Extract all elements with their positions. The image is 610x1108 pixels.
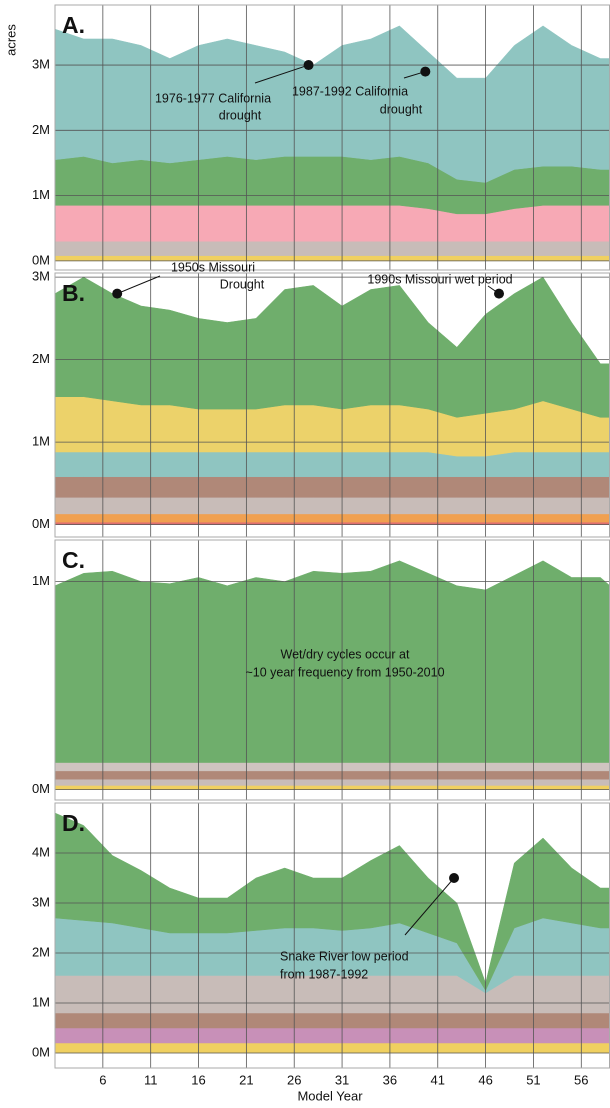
x-tick-label: 6 <box>99 1072 106 1087</box>
annotation-text: 1990s Missouri wet period <box>367 272 512 286</box>
y-tick-label: 3M <box>32 894 50 909</box>
annotation-text: Drought <box>220 277 265 291</box>
annotation-text: drought <box>219 108 262 122</box>
x-tick-label: 56 <box>574 1072 588 1087</box>
y-tick-label: 1M <box>32 994 50 1009</box>
area <box>55 497 610 515</box>
area <box>55 1042 610 1054</box>
y-tick-label: 0M <box>32 1044 50 1059</box>
area <box>55 513 610 523</box>
x-tick-label: 51 <box>526 1072 540 1087</box>
annotation-text: from 1987-1992 <box>280 967 368 981</box>
plot-area <box>55 273 610 537</box>
annotation-leader <box>117 275 161 295</box>
annotation-dot <box>449 873 460 883</box>
x-tick-label: 36 <box>383 1072 397 1087</box>
y-axis-title: acres <box>3 24 18 56</box>
annotation-dot <box>112 288 123 299</box>
x-axis-title: Model Year <box>297 1088 363 1103</box>
y-tick-label: 0M <box>32 781 50 796</box>
area <box>55 762 610 772</box>
panel-label: B. <box>62 280 85 306</box>
panel-label: D. <box>62 810 85 836</box>
area <box>55 205 610 242</box>
x-tick-label: 21 <box>239 1072 253 1087</box>
area <box>55 241 610 256</box>
y-tick-label: 3M <box>32 56 50 71</box>
annotation-text: Snake River low period <box>280 949 409 963</box>
annotation-text: 1950s Missouri <box>171 260 255 274</box>
annotation-text: 1987-1992 California <box>292 84 408 98</box>
x-tick-label: 31 <box>335 1072 349 1087</box>
x-tick-label: 26 <box>287 1072 301 1087</box>
area <box>55 778 610 786</box>
y-tick-label: 1M <box>32 434 50 449</box>
y-tick-label: 3M <box>32 269 50 284</box>
y-tick-label: 1M <box>32 187 50 202</box>
area <box>55 255 610 262</box>
annotation-dot <box>494 288 504 299</box>
annotation-text: ~10 year frequency from 1950-2010 <box>245 665 444 679</box>
area <box>55 276 610 418</box>
annotation-dot <box>303 60 314 71</box>
x-tick-label: 11 <box>144 1072 158 1087</box>
panel-label: A. <box>62 12 85 38</box>
annotation-dot <box>420 66 431 77</box>
y-tick-label: 1M <box>32 573 50 588</box>
plot-area <box>55 540 610 800</box>
area <box>55 785 610 790</box>
y-tick-label: 4M <box>32 844 50 859</box>
plot-area <box>55 5 610 270</box>
area <box>55 770 610 780</box>
annotation-leader <box>254 64 309 84</box>
area <box>55 1027 610 1044</box>
plot-area <box>55 803 610 1068</box>
area <box>55 451 610 478</box>
area <box>55 812 610 992</box>
annotation-leader <box>404 877 455 936</box>
x-tick-label: 46 <box>478 1072 492 1087</box>
area <box>55 1012 610 1029</box>
panel-label: C. <box>62 547 85 573</box>
area <box>55 476 610 498</box>
y-tick-label: 0M <box>32 252 50 267</box>
area <box>55 560 610 763</box>
annotation-text: drought <box>380 102 423 116</box>
y-tick-label: 2M <box>32 122 50 137</box>
x-tick-label: 41 <box>431 1072 445 1087</box>
y-tick-label: 0M <box>32 516 50 531</box>
y-tick-label: 2M <box>32 351 50 366</box>
annotation-text: Wet/dry cycles occur at <box>281 647 411 661</box>
x-tick-label: 16 <box>191 1072 205 1087</box>
y-tick-label: 2M <box>32 944 50 959</box>
annotation-text: 1976-1977 California <box>155 91 271 105</box>
